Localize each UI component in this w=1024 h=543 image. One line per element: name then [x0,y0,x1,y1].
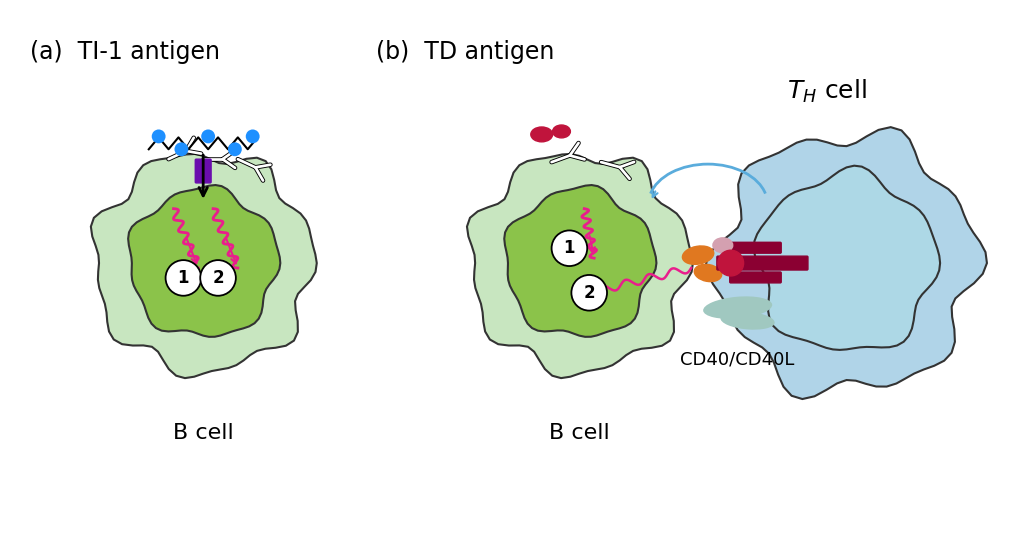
Ellipse shape [713,238,733,252]
FancyBboxPatch shape [730,272,781,283]
Ellipse shape [703,296,772,319]
Polygon shape [91,154,316,378]
Polygon shape [467,154,693,378]
Ellipse shape [553,125,570,138]
Circle shape [166,260,201,296]
Text: B cell: B cell [173,424,233,444]
Ellipse shape [530,127,553,142]
Text: 1: 1 [177,269,189,287]
Circle shape [201,129,215,143]
Text: (b)  TD antigen: (b) TD antigen [377,40,555,65]
Polygon shape [754,166,940,350]
Text: $T_H$ cell: $T_H$ cell [786,78,866,105]
Text: 2: 2 [584,284,595,302]
Text: CD40/CD40L: CD40/CD40L [681,350,795,368]
Circle shape [201,260,236,296]
FancyBboxPatch shape [730,242,781,253]
Text: 2: 2 [212,269,224,287]
Polygon shape [504,185,656,337]
Ellipse shape [721,311,775,330]
Text: (a)  TI-1 antigen: (a) TI-1 antigen [30,40,220,65]
Ellipse shape [694,264,722,282]
Circle shape [174,142,188,156]
Text: B cell: B cell [549,424,609,444]
Circle shape [718,250,743,276]
Polygon shape [128,185,281,337]
Text: 1: 1 [563,239,575,257]
FancyBboxPatch shape [717,256,808,270]
Circle shape [228,142,242,156]
Circle shape [552,230,587,266]
Polygon shape [707,127,987,399]
Circle shape [571,275,607,311]
Ellipse shape [682,246,714,264]
FancyBboxPatch shape [196,159,211,183]
Circle shape [246,129,260,143]
Circle shape [152,129,166,143]
